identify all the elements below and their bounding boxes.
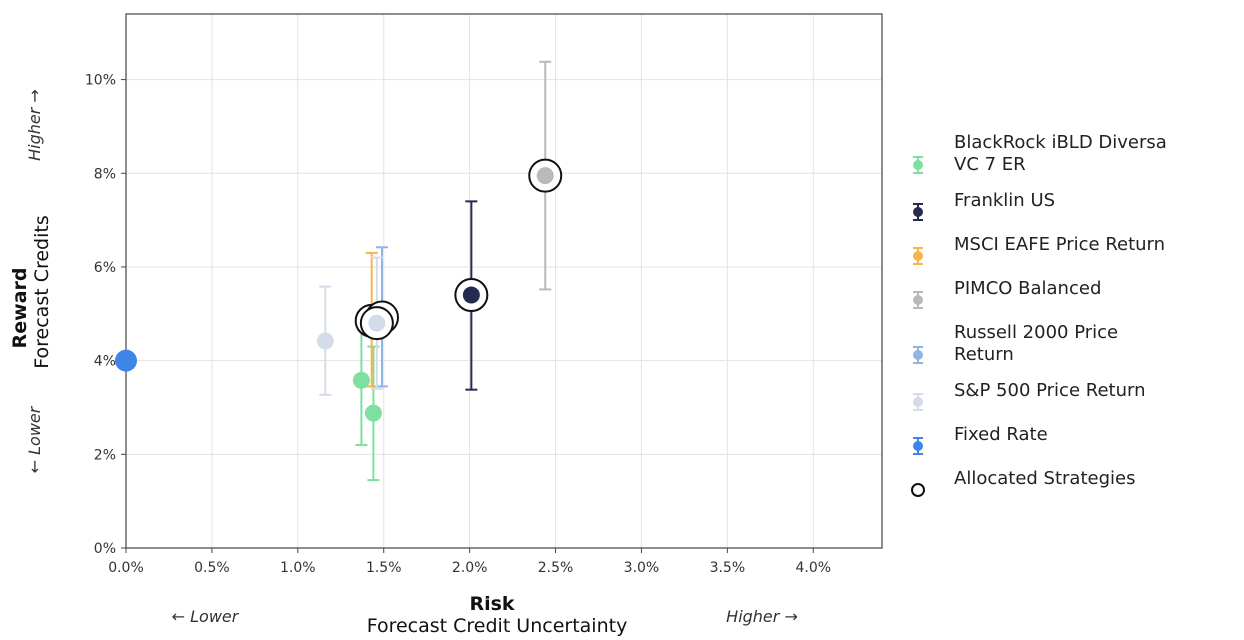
legend-item: Franklin US [913,190,1055,221]
y-tick-label: 10% [85,73,116,89]
legend-label: PIMCO Balanced [954,278,1101,299]
data-point [364,404,382,422]
legend-label: S&P 500 Price Return [954,380,1145,401]
legend-label: Franklin US [954,190,1055,211]
data-point [536,167,554,185]
x-tick-label: 3.5% [710,560,746,576]
x-axis-ticks: 0.0% 0.5% 1.0% 1.5% 2.0% 2.5% 3.0% 3.5% 4.0% [108,548,831,576]
y-tick-label: 0% [94,541,116,557]
y-axis-title: Forecast Credits [31,215,53,368]
y-axis-higher-hint: Higher → [25,89,44,161]
plot-frame [125,13,883,549]
x-axis-higher-hint: Higher → [726,607,798,626]
x-axis-title-bold: Risk [469,593,514,615]
legend-dot [913,350,923,360]
x-tick-label: 0.5% [194,560,230,576]
x-axis-lower-hint: ← Lower [172,607,240,626]
legend-dot [913,295,923,305]
x-tick-label: 2.0% [452,560,488,576]
legend-dot [913,397,923,407]
x-tick-label: 2.5% [538,560,574,576]
x-tick-label: 1.5% [366,560,402,576]
data-point [316,332,334,350]
y-tick-label: 4% [94,354,116,370]
y-axis-lower-hint: ← Lower [25,405,44,473]
legend-label: VC 7 ER [954,154,1026,175]
x-tick-label: 0.0% [108,560,144,576]
legend-item: S&P 500 Price Return [913,380,1145,411]
y-tick-label: 6% [94,260,116,276]
legend-item: MSCI EAFE Price Return [913,234,1165,265]
data-point [352,371,370,389]
x-tick-label: 4.0% [795,560,831,576]
legend-dot [913,251,923,261]
data-point [115,349,137,372]
y-axis-ticks: 0% 2% 4% 6% 8% 10% [85,73,126,557]
legend-item: PIMCO Balanced [913,278,1101,309]
legend-item: Allocated Strategies [911,468,1135,497]
x-tick-label: 1.0% [280,560,316,576]
x-axis-title: Forecast Credit Uncertainty [367,615,628,637]
legend-dot [913,207,923,217]
data-marks [115,60,563,482]
legend-dot [913,441,923,451]
y-tick-label: 8% [94,166,116,182]
grid-lines [125,14,882,549]
legend-label: MSCI EAFE Price Return [954,234,1165,255]
legend-ring-icon [911,483,925,497]
legend-dot [913,160,923,170]
y-axis-title-bold: Reward [9,268,31,349]
legend-label: Russell 2000 Price [954,322,1118,343]
legend-label: Return [954,344,1014,365]
data-point [368,314,386,332]
x-tick-label: 3.0% [624,560,660,576]
legend-label: Allocated Strategies [954,468,1135,489]
y-tick-label: 2% [94,447,116,463]
legend-label: BlackRock iBLD Diversa [954,132,1167,153]
legend-item: Fixed Rate [913,424,1048,455]
legend-label: Fixed Rate [954,424,1048,445]
data-point [462,286,480,304]
